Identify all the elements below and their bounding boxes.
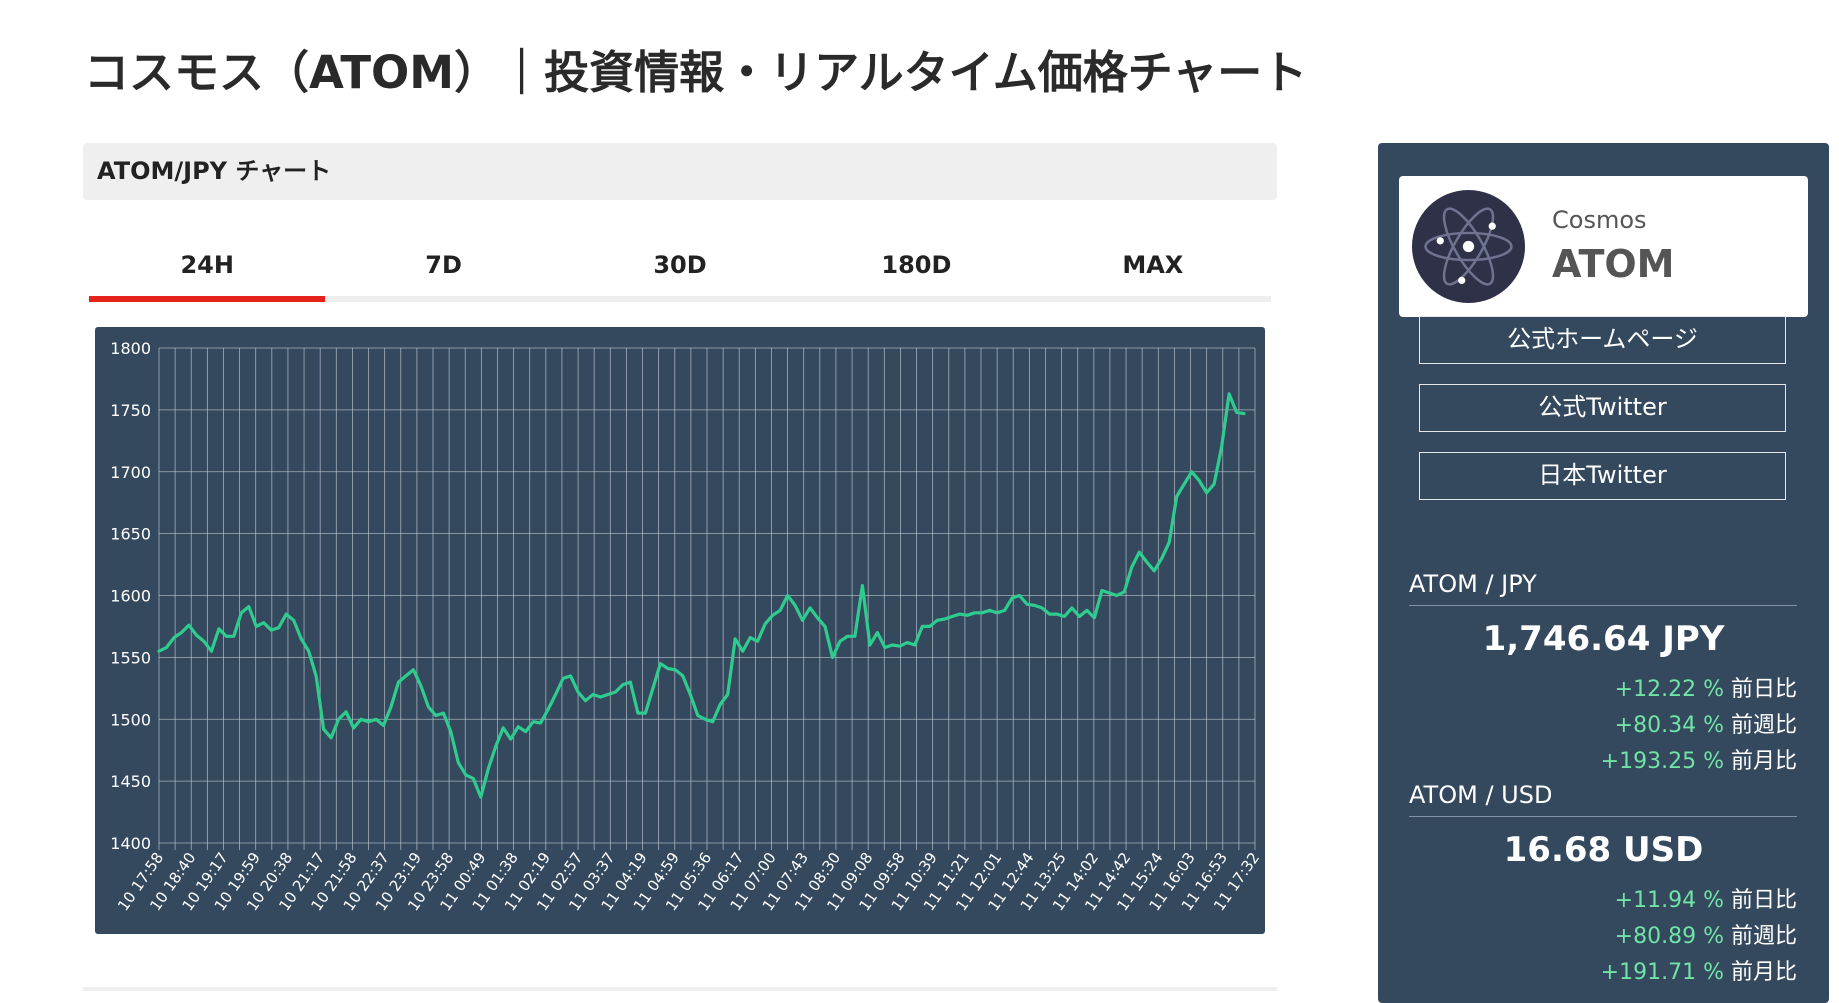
timeframe-tabs: 24H 7D 30D 180D MAX (89, 240, 1271, 302)
official-twitter-button[interactable]: 公式Twitter (1419, 384, 1786, 432)
pair-divider (1409, 605, 1797, 606)
change-period: 前月比 (1730, 960, 1797, 985)
y-tick-label: 1600 (110, 587, 151, 606)
change-row: +11.94 % 前日比 (1615, 882, 1797, 914)
tab-max[interactable]: MAX (1122, 251, 1184, 279)
change-period: 前日比 (1730, 888, 1797, 913)
official-homepage-button[interactable]: 公式ホームページ (1419, 316, 1786, 364)
coin-symbol: ATOM (1552, 242, 1675, 286)
change-row: +191.71 % 前月比 (1601, 954, 1797, 986)
change-period: 前週比 (1730, 924, 1797, 949)
price-atom-jpy: 1,746.64 JPY (1482, 619, 1725, 659)
change-row: +12.22 % 前日比 (1615, 671, 1797, 703)
japan-twitter-button[interactable]: 日本Twitter (1419, 452, 1786, 500)
change-row: +193.25 % 前月比 (1601, 743, 1797, 775)
page-title: コスモス（ATOM）｜投資情報・リアルタイム価格チャート (84, 46, 1308, 99)
change-row: +80.89 % 前週比 (1615, 918, 1797, 950)
coin-name: Cosmos (1552, 206, 1647, 234)
y-tick-label: 1700 (110, 463, 151, 482)
section-divider (83, 987, 1277, 991)
tab-30d[interactable]: 30D (653, 251, 707, 279)
price-atom-usd: 16.68 USD (1503, 830, 1704, 870)
pair-label-atom-usd: ATOM / USD (1409, 781, 1553, 809)
chart-section-header: ATOM/JPY チャート (83, 143, 1277, 200)
change-period: 前日比 (1730, 677, 1797, 702)
y-tick-label: 1750 (110, 401, 151, 420)
coin-sidebar: Cosmos ATOM 公式ホームページ 公式Twitter 日本Twitter… (1378, 143, 1829, 1003)
change-period: 前月比 (1730, 749, 1797, 774)
tab-180d[interactable]: 180D (881, 251, 952, 279)
change-value: +193.25 % (1600, 749, 1724, 774)
y-tick-label: 1800 (110, 339, 151, 358)
y-tick-label: 1550 (110, 648, 151, 667)
y-tick-label: 1500 (110, 710, 151, 729)
change-row: +80.34 % 前週比 (1615, 707, 1797, 739)
change-period: 前週比 (1730, 713, 1797, 738)
y-tick-label: 1450 (110, 772, 151, 791)
price-chart[interactable]: 1400 1450 1500 1550 1600 1650 1700 1750 1800 10 1… (95, 327, 1265, 934)
cosmos-atom-logo-icon (1412, 190, 1525, 303)
coin-card: Cosmos ATOM (1399, 176, 1808, 317)
change-value: +12.22 % (1614, 677, 1724, 702)
change-value: +11.94 % (1614, 888, 1724, 913)
price-series-line (157, 392, 1246, 799)
change-value: +80.34 % (1614, 713, 1724, 738)
change-value: +191.71 % (1600, 960, 1724, 985)
tab-24h[interactable]: 24H (89, 240, 326, 302)
pair-label-atom-jpy: ATOM / JPY (1409, 570, 1537, 598)
tab-7d[interactable]: 7D (425, 251, 462, 279)
pair-divider (1409, 816, 1797, 817)
change-value: +80.89 % (1614, 924, 1724, 949)
y-tick-label: 1650 (110, 525, 151, 544)
y-tick-label: 1400 (110, 834, 151, 853)
